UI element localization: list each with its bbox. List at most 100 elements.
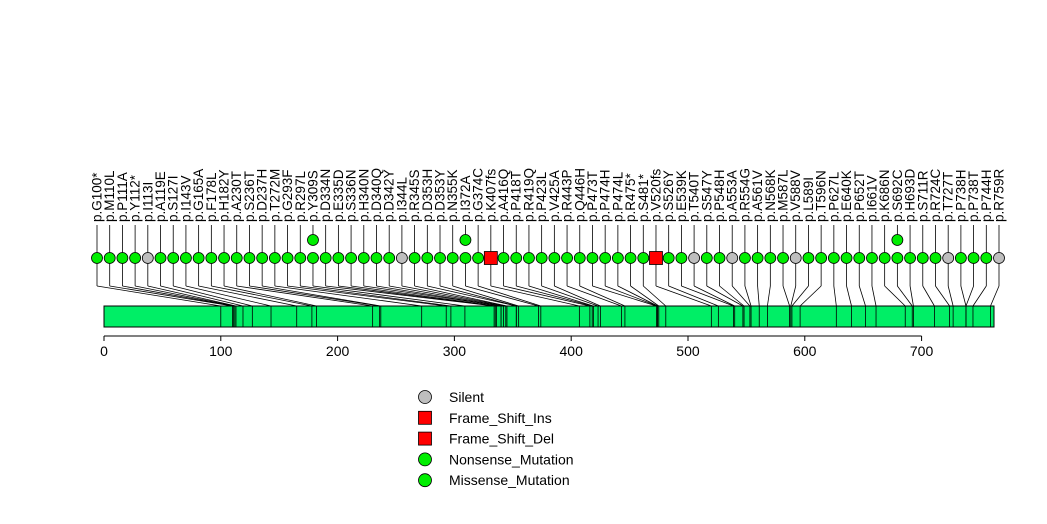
mutation-connector xyxy=(274,285,422,307)
mutation-marker xyxy=(370,252,383,264)
mutation-marker xyxy=(993,252,1005,264)
mutation-label: p.G165A xyxy=(191,169,206,222)
mutation-connector xyxy=(223,285,317,307)
mutation-marker xyxy=(180,252,192,264)
mutation-label: p.E640K xyxy=(839,170,854,222)
mutation-marker xyxy=(866,252,878,264)
mutation-connector xyxy=(693,285,735,307)
mutation-connector xyxy=(757,285,760,307)
mutation-marker xyxy=(268,252,281,264)
mutation-marker xyxy=(586,252,599,264)
mutation-connector xyxy=(605,285,658,307)
mutation-connector xyxy=(147,285,237,307)
mutation-marker xyxy=(561,252,573,264)
legend-swatch xyxy=(418,452,432,467)
mutation-marker xyxy=(421,252,434,264)
mutation-connector xyxy=(871,285,877,307)
mutation-label: p.P423L xyxy=(534,171,549,222)
mutation-connector xyxy=(767,285,771,307)
mutation-marker xyxy=(827,252,840,264)
mutation-connector xyxy=(833,285,837,307)
mutation-marker xyxy=(599,252,612,264)
mutation-label: p.P738H xyxy=(953,169,968,222)
mutation-connector xyxy=(554,285,601,307)
mutation-label: p.V588V xyxy=(788,170,803,222)
mutation-marker xyxy=(840,252,853,264)
mutation-marker xyxy=(980,252,993,264)
legend-swatch xyxy=(418,410,432,425)
mutation-connector xyxy=(300,285,451,307)
mutation-label: p.A119E xyxy=(153,171,168,222)
mutation-marker xyxy=(446,252,459,264)
mutation-marker xyxy=(472,252,485,264)
x-axis-tick-label: 300 xyxy=(443,343,467,359)
mutation-connector xyxy=(389,285,504,307)
mutation-marker xyxy=(383,252,396,264)
mutation-label: p.V425A xyxy=(547,170,562,222)
mutation-marker xyxy=(624,252,637,264)
mutation-connector xyxy=(668,285,719,307)
mutation-label: p.D340Q xyxy=(369,168,384,222)
mutation-marker xyxy=(332,252,345,264)
mutation-label: p.P473T xyxy=(585,171,600,222)
mutation-label: p.K686N xyxy=(877,169,892,222)
mutation-connector xyxy=(312,285,465,307)
legend-swatch xyxy=(418,390,432,404)
mutation-marker xyxy=(218,252,230,264)
mutation-label: p.D342Y xyxy=(382,169,397,222)
mutation-connector xyxy=(516,285,593,307)
mutation-connector xyxy=(719,285,745,307)
mutation-marker xyxy=(205,252,218,264)
mutation-connector xyxy=(478,285,541,307)
mutation-marker xyxy=(294,252,307,264)
legend-label: Silent xyxy=(449,389,484,405)
mutation-connector xyxy=(249,285,380,307)
mutation-marker xyxy=(103,252,116,264)
mutation-marker xyxy=(192,252,205,264)
mutation-marker xyxy=(548,252,561,264)
mutation-marker xyxy=(713,252,726,264)
x-axis: 0 100 200 300 400 500 600 700 xyxy=(100,335,933,359)
mutation-label: p.S236T xyxy=(242,171,257,222)
mutation-connector xyxy=(490,285,580,307)
mutation-marker xyxy=(675,252,688,264)
mutation-label: p.R475* xyxy=(623,172,638,222)
mutation-connector xyxy=(897,285,913,307)
mutation-label: p.H182Y xyxy=(217,169,232,222)
mutation-connector xyxy=(592,285,657,307)
mutation-label: p.S547Y xyxy=(699,170,714,222)
mutation-marker xyxy=(688,252,700,264)
mutation-connector xyxy=(782,285,790,307)
mutation-label: p.A230T xyxy=(229,171,244,222)
mutation-label: p.E335D xyxy=(331,169,346,222)
mutation-connector xyxy=(965,285,974,307)
mutation-marker xyxy=(459,234,472,246)
mutation-connector xyxy=(790,285,797,307)
mutation-label: p.P418T xyxy=(509,171,524,222)
mutation-marker xyxy=(141,252,154,264)
mutation-label: p.R554G xyxy=(737,168,752,222)
mutation-marker xyxy=(230,252,243,264)
mutation-label: p.A561V xyxy=(750,170,765,222)
protein-bar xyxy=(103,305,995,328)
mutation-label: p.P474L xyxy=(610,171,625,222)
mutation-marker xyxy=(91,252,103,264)
mutation-label: p.H340N xyxy=(356,169,371,222)
mutation-label: p.R443P xyxy=(560,169,575,222)
mutation-label: p.P111A xyxy=(115,172,130,222)
mutation-connector xyxy=(452,285,519,307)
mutation-connector xyxy=(173,285,253,307)
mutation-marker xyxy=(523,252,535,264)
mutation-marker xyxy=(662,252,675,264)
mutation-label: p.T727T xyxy=(941,172,956,222)
mutation-label: p.N355K xyxy=(445,169,460,222)
mutation-marker xyxy=(307,234,319,246)
mutation-label: p.P738T xyxy=(966,171,981,222)
mutation-marker xyxy=(573,252,586,264)
mutation-connector xyxy=(935,285,950,307)
mutation-connector xyxy=(846,285,852,307)
mutation-label: p.M587L xyxy=(776,169,791,222)
legend-label: Nonsense_Mutation xyxy=(449,451,574,467)
mutation-label: p.S336N xyxy=(344,169,359,222)
